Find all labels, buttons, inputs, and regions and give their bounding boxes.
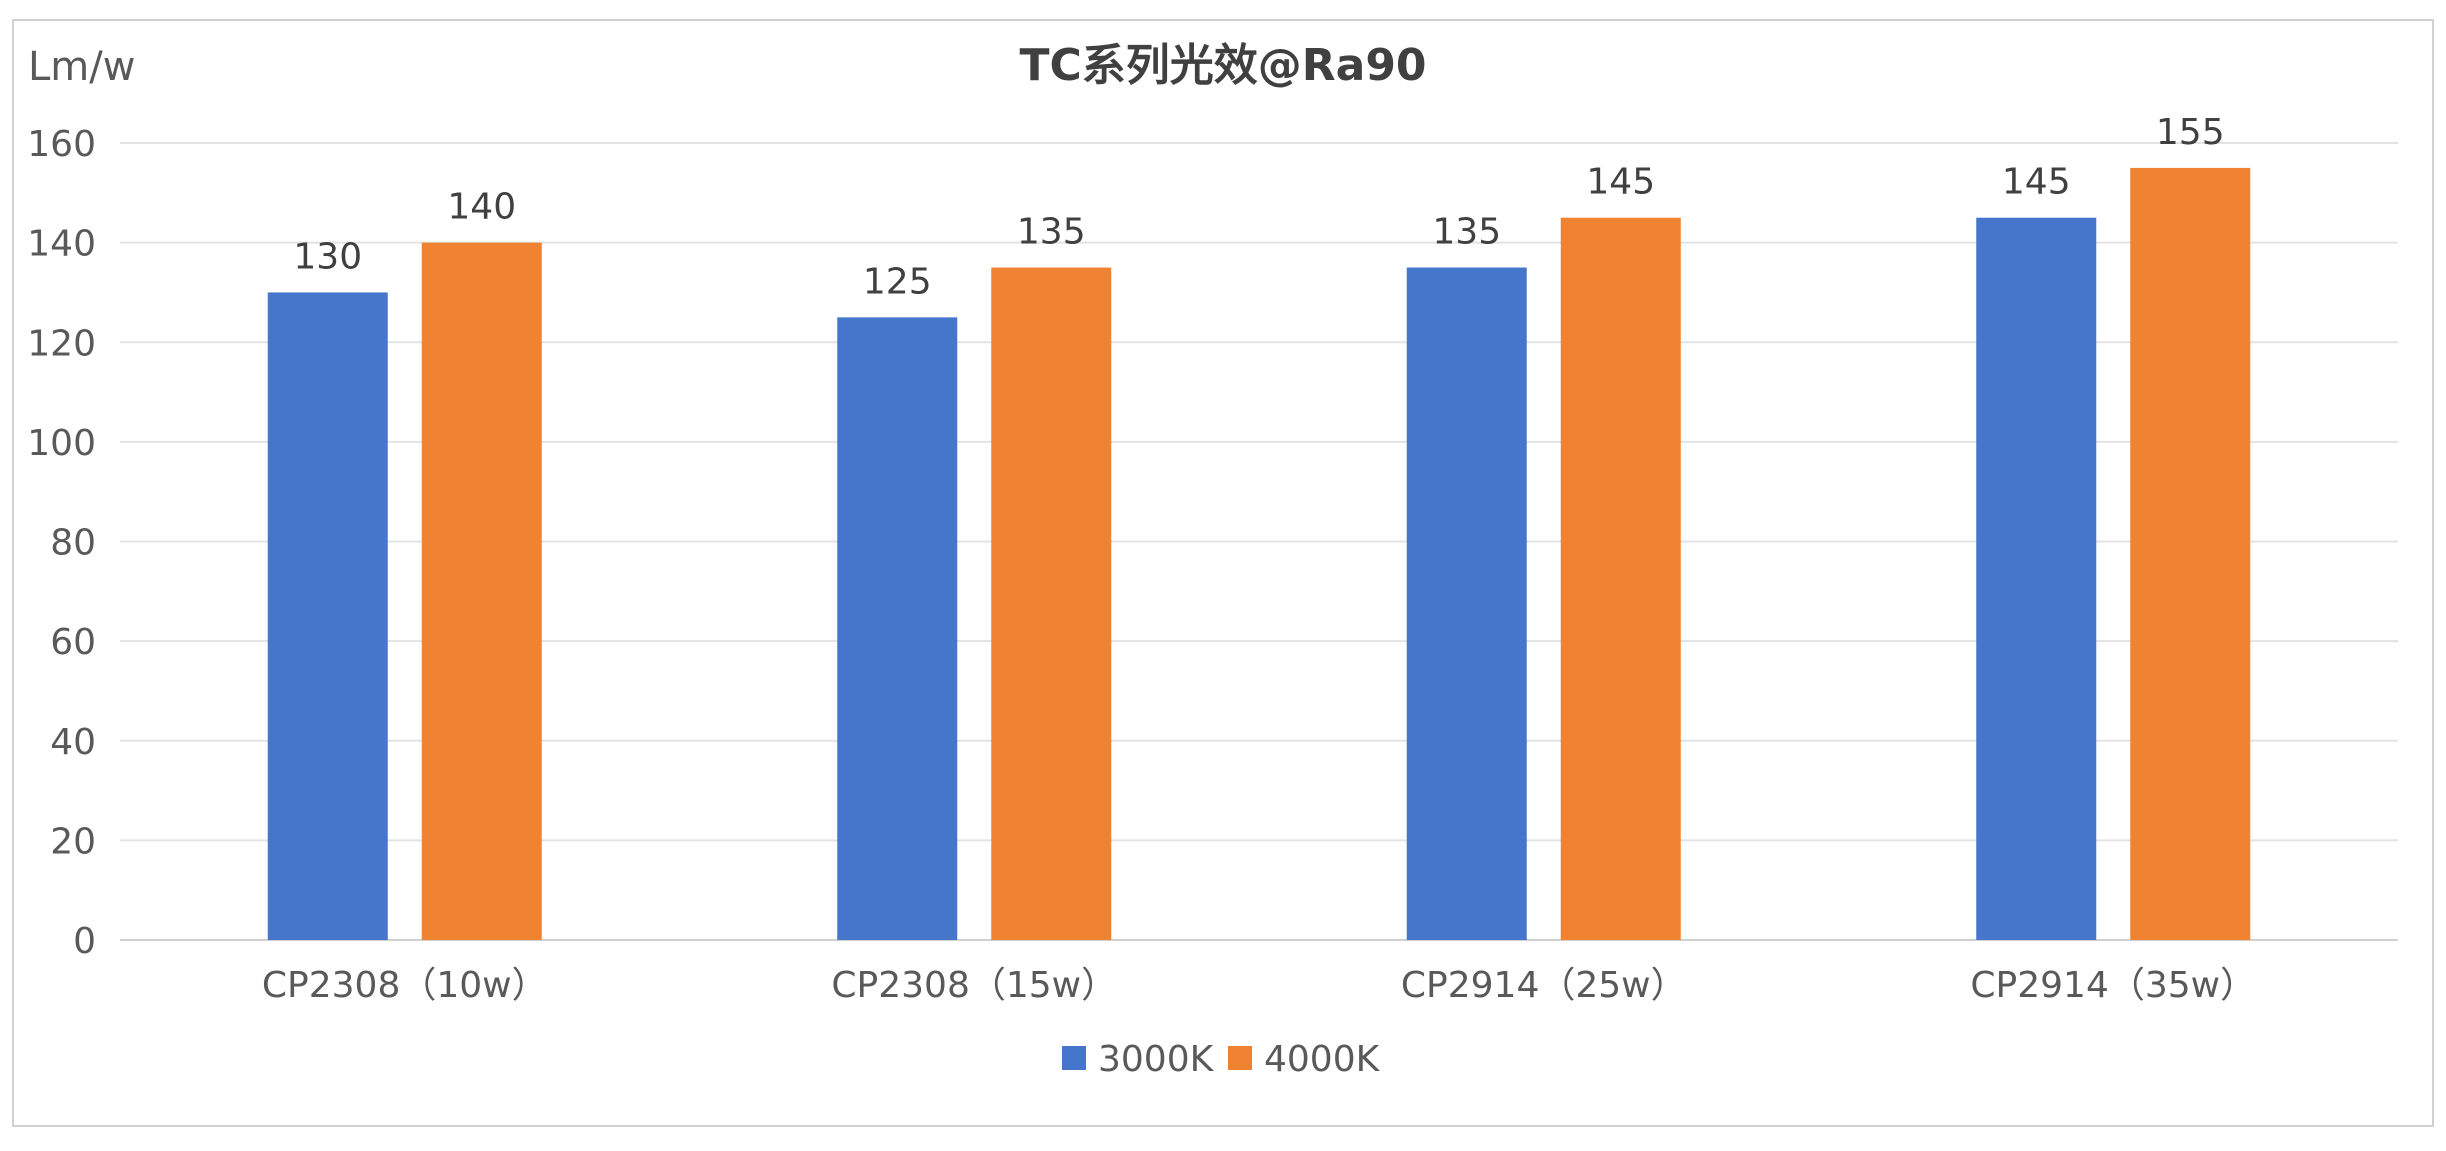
y-tick-label: 140 (27, 224, 96, 265)
data-label: 155 (2156, 112, 2225, 153)
bar-3000k[interactable] (1406, 267, 1527, 940)
data-label: 140 (447, 187, 516, 228)
legend: 3000K 4000K (1062, 1039, 1381, 1080)
legend-swatch-3000k (1062, 1046, 1086, 1070)
data-labels: 130 140 125 135 135 145 145 155 (293, 112, 2224, 302)
y-tick-label: 80 (50, 523, 96, 564)
bar-4000k[interactable] (421, 242, 542, 940)
axes: 0 20 40 60 80 100 120 140 160 CP2308（10w） CP2308（1… (27, 124, 2256, 1006)
y-tick-label: 160 (27, 124, 96, 165)
bar-3000k[interactable] (837, 317, 958, 940)
y-tick-label: 40 (50, 722, 96, 763)
bar-4000k[interactable] (2130, 167, 2251, 940)
bar-4000k[interactable] (991, 267, 1112, 940)
y-tick-label: 100 (27, 423, 96, 464)
bars (267, 167, 2251, 940)
x-tick-label: CP2914（25w） (1401, 965, 1687, 1006)
bar-3000k[interactable] (267, 292, 388, 940)
legend-swatch-4000k (1228, 1046, 1252, 1070)
bar-4000k[interactable] (1560, 217, 1681, 940)
legend-label: 3000K (1098, 1039, 1215, 1080)
y-tick-label: 20 (50, 821, 96, 862)
data-label: 130 (293, 236, 362, 277)
data-label: 145 (1586, 162, 1655, 203)
x-tick-label: CP2308（10w） (262, 965, 548, 1006)
y-tick-label: 0 (73, 921, 96, 962)
bar-3000k[interactable] (1976, 217, 2097, 940)
data-label: 145 (2002, 162, 2071, 203)
legend-label: 4000K (1264, 1039, 1381, 1080)
y-tick-label: 120 (27, 323, 96, 364)
x-tick-label: CP2914（35w） (1970, 965, 2256, 1006)
y-axis-unit-label: Lm/w (28, 44, 135, 90)
data-label: 125 (863, 261, 932, 302)
y-tick-label: 60 (50, 622, 96, 663)
data-label: 135 (1017, 212, 1086, 253)
chart-title: TC系列光效@Ra90 (1019, 40, 1426, 91)
data-label: 135 (1432, 212, 1501, 253)
x-tick-label: CP2308（15w） (831, 965, 1117, 1006)
